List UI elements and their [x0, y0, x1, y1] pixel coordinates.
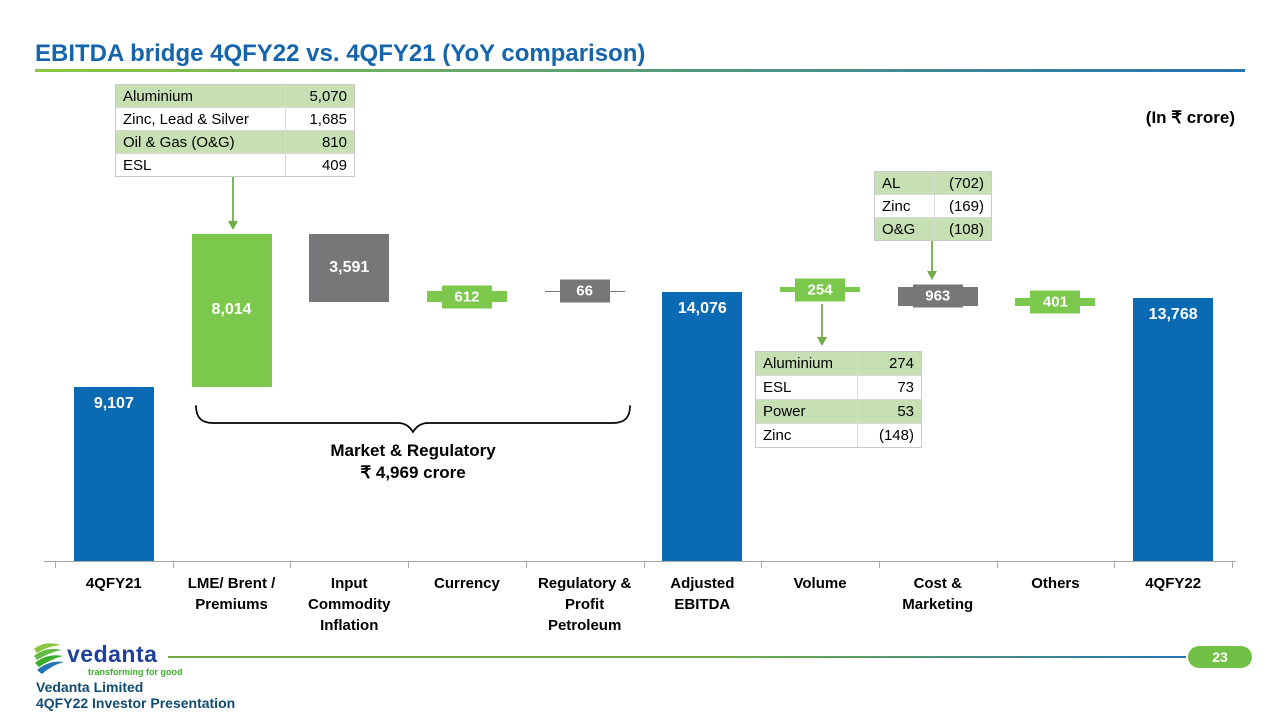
- x-label-adjusted-ebitda: Adjusted EBITDA: [670, 575, 735, 613]
- x-label-input-commodity-inflation: Input Commodity Inflation: [307, 575, 391, 634]
- brace-label-line2: ₹ 4,969 crore: [360, 463, 466, 482]
- axis-tick: [996, 562, 998, 568]
- bar-adjusted-ebitda: 14,076: [662, 292, 743, 561]
- axis-tick: [1114, 562, 1116, 568]
- x-label-lme-brent-premiums: LME/ Brent / Premiums: [187, 575, 276, 613]
- row-label: Zinc: [875, 195, 935, 217]
- bar-value: 13,768: [1148, 305, 1198, 323]
- row-label: ESL: [756, 376, 858, 399]
- footer-divider: [168, 656, 1186, 658]
- table-row: Power 53: [756, 399, 921, 423]
- table-row: AL (702): [875, 172, 991, 194]
- brace-label: Market & Regulatory ₹ 4,969 crore: [253, 440, 573, 484]
- table-row: Aluminium 274: [756, 352, 921, 375]
- table-row: Zinc (169): [875, 194, 991, 217]
- row-label: Aluminium: [116, 85, 286, 107]
- row-value: (148): [858, 424, 921, 447]
- table-row: O&G (108): [875, 217, 991, 240]
- axis-tick: [1232, 562, 1233, 568]
- footer-presentation: 4QFY22 Investor Presentation: [36, 695, 236, 711]
- row-value: 810: [286, 131, 354, 153]
- bar-4qfy21: 9,107: [73, 386, 154, 561]
- table-row: Zinc, Lead & Silver 1,685: [116, 107, 354, 130]
- marker-regulatory-profit-petroleum: 66: [559, 279, 610, 303]
- axis-tick: [290, 562, 292, 568]
- marker-currency: 612: [441, 285, 492, 309]
- table-row: Aluminium 5,070: [116, 85, 354, 107]
- row-label: Oil & Gas (O&G): [116, 131, 286, 153]
- bar-input-commodity-inflation: 3,591: [309, 233, 390, 303]
- table-row: Zinc (148): [756, 423, 921, 447]
- unit-note: (In ₹ crore): [1145, 108, 1235, 127]
- axis-tick: [55, 562, 56, 568]
- marker-others: 401: [1030, 290, 1081, 314]
- axis-tick: [643, 562, 645, 568]
- row-value: 409: [286, 154, 354, 176]
- axis-tick: [878, 562, 880, 568]
- row-label: AL: [875, 172, 935, 194]
- row-label: O&G: [875, 218, 935, 240]
- row-value: (702): [935, 172, 991, 194]
- x-label-regulatory-profit-petroleum: Regulatory & Profit Petroleum: [537, 575, 632, 634]
- page-title: EBITDA bridge 4QFY22 vs. 4QFY21 (YoY com…: [35, 40, 646, 67]
- vedanta-wordmark: vedanta: [67, 641, 158, 667]
- vedanta-tagline: transforming for good: [88, 667, 183, 677]
- lme-breakdown-table: Aluminium 5,070 Zinc, Lead & Silver 1,685 Oi…: [115, 84, 355, 177]
- bar-4qfy22: 13,768: [1133, 297, 1214, 561]
- row-value: 5,070: [286, 85, 354, 107]
- marker-volume: 254: [795, 278, 846, 302]
- brace-label-line1: Market & Regulatory: [330, 441, 496, 460]
- row-value: (108): [935, 218, 991, 240]
- bar-value: 9,107: [93, 394, 134, 412]
- table-row: ESL 409: [116, 153, 354, 176]
- axis-tick: [172, 562, 174, 568]
- row-label: Power: [756, 400, 858, 423]
- axis-tick: [408, 562, 410, 568]
- footer-company-block: Vedanta Limited 4QFY22 Investor Presenta…: [36, 679, 235, 711]
- bar-value: 14,076: [677, 300, 727, 317]
- row-value: 1,685: [286, 108, 354, 130]
- title-underline: [35, 69, 1245, 72]
- x-label-currency: Currency: [434, 575, 500, 592]
- vedanta-logo: vedanta transforming for good: [30, 637, 183, 679]
- cost-breakdown-table: AL (702) Zinc (169) O&G (108): [874, 171, 992, 241]
- volume-breakdown-table: Aluminium 274 ESL 73 Power 53 Zinc (148): [755, 351, 922, 448]
- row-label: Zinc: [756, 424, 858, 447]
- row-value: (169): [935, 195, 991, 217]
- table-row: ESL 73: [756, 375, 921, 399]
- x-label-4qfy22: 4QFY22: [1145, 575, 1202, 592]
- row-value: 73: [858, 376, 921, 399]
- row-value: 53: [858, 400, 921, 423]
- x-label-volume: Volume: [793, 575, 847, 592]
- x-label-4qfy21: 4QFY21: [85, 575, 142, 592]
- table-row: Oil & Gas (O&G) 810: [116, 130, 354, 153]
- row-label: Aluminium: [756, 352, 858, 375]
- axis-tick: [525, 562, 527, 568]
- bar-lme-brent-premiums: 8,014: [191, 233, 272, 387]
- x-axis-line: [44, 561, 1236, 562]
- x-label-others: Others: [1031, 575, 1080, 592]
- footer-company: Vedanta Limited: [36, 679, 144, 695]
- vedanta-swirl-icon: [34, 643, 64, 674]
- page-number-badge: 23: [1188, 646, 1252, 668]
- marker-cost-marketing: 963: [912, 284, 963, 308]
- x-label-cost-marketing: Cost & Marketing: [902, 575, 974, 613]
- row-value: 274: [858, 352, 921, 375]
- row-label: ESL: [116, 154, 286, 176]
- bar-value: 3,591: [329, 259, 370, 277]
- row-label: Zinc, Lead & Silver: [116, 108, 286, 130]
- axis-tick: [761, 562, 763, 568]
- bar-value: 8,014: [211, 301, 252, 319]
